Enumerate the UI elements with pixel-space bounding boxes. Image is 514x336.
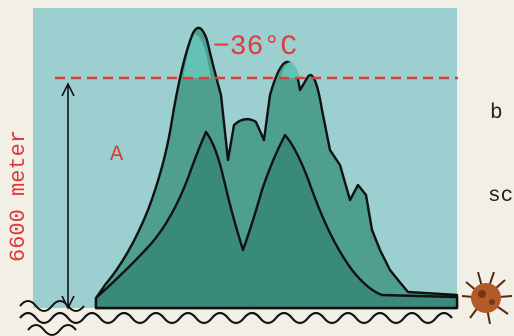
region-label: A	[110, 142, 124, 167]
height-label: 6600 meter	[6, 130, 31, 262]
height-arrow	[61, 82, 75, 310]
temperature-label: −36°C	[213, 32, 297, 63]
peak-highlight	[280, 62, 300, 78]
ground-wave	[19, 300, 85, 312]
spiky-creature-icon	[461, 271, 513, 325]
front-mountain	[94, 130, 459, 310]
ground-wave	[19, 311, 453, 325]
side-text-b: b	[490, 102, 503, 125]
peak-highlight	[183, 34, 211, 78]
side-text-sc: sc	[488, 185, 514, 208]
ground-wave	[27, 324, 77, 336]
